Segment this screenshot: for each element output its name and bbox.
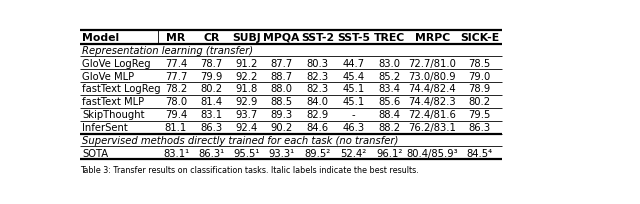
Text: 80.2: 80.2 [200,84,222,94]
Text: 93.7: 93.7 [236,110,257,120]
Text: 86.3¹: 86.3¹ [198,148,224,158]
Text: 83.1: 83.1 [200,110,222,120]
Text: fastText MLP: fastText MLP [83,97,145,107]
Text: SUBJ: SUBJ [232,33,260,43]
Text: 78.5: 78.5 [468,58,491,68]
Text: 78.7: 78.7 [200,58,222,68]
Text: 45.1: 45.1 [342,97,365,107]
Text: -: - [352,110,355,120]
Text: 85.2: 85.2 [378,71,401,81]
Text: 78.2: 78.2 [165,84,187,94]
Text: 86.3: 86.3 [468,123,491,133]
Text: 83.1¹: 83.1¹ [163,148,189,158]
Text: 88.7: 88.7 [271,71,292,81]
Text: GloVe LogReg: GloVe LogReg [83,58,151,68]
Text: 80.4/85.9³: 80.4/85.9³ [406,148,458,158]
Text: 89.5²: 89.5² [304,148,330,158]
Text: 79.0: 79.0 [468,71,491,81]
Text: 84.5⁴: 84.5⁴ [467,148,493,158]
Text: 79.9: 79.9 [200,71,222,81]
Text: MR: MR [166,33,186,43]
Text: 80.3: 80.3 [307,58,328,68]
Text: 45.4: 45.4 [342,71,365,81]
Text: 96.1²: 96.1² [376,148,403,158]
Text: 91.8: 91.8 [236,84,257,94]
Text: SST-2: SST-2 [301,33,334,43]
Text: 81.1: 81.1 [165,123,187,133]
Text: CR: CR [203,33,220,43]
Text: 80.2: 80.2 [468,97,491,107]
Text: 78.9: 78.9 [468,84,491,94]
Text: 92.4: 92.4 [236,123,257,133]
Text: SICK-E: SICK-E [460,33,499,43]
Text: InferSent: InferSent [83,123,128,133]
Text: 82.3: 82.3 [307,71,328,81]
Text: 81.4: 81.4 [200,97,222,107]
Text: 88.5: 88.5 [271,97,292,107]
Text: 83.4: 83.4 [378,84,400,94]
Text: 91.2: 91.2 [236,58,257,68]
Text: Supervised methods directly trained for each task (no transfer): Supervised methods directly trained for … [83,135,399,145]
Text: 90.2: 90.2 [271,123,292,133]
Text: 74.4/82.3: 74.4/82.3 [408,97,456,107]
Text: 52.4²: 52.4² [340,148,367,158]
Text: Model: Model [83,33,120,43]
Text: 93.3¹: 93.3¹ [269,148,294,158]
Text: 74.4/82.4: 74.4/82.4 [408,84,456,94]
Text: 76.2/83.1: 76.2/83.1 [408,123,456,133]
Text: 87.7: 87.7 [271,58,292,68]
Text: 45.1: 45.1 [342,84,365,94]
Text: 92.9: 92.9 [236,97,257,107]
Text: 79.5: 79.5 [468,110,491,120]
Text: 86.3: 86.3 [200,123,222,133]
Text: SkipThought: SkipThought [83,110,145,120]
Text: 79.4: 79.4 [165,110,187,120]
Text: Representation learning (transfer): Representation learning (transfer) [83,46,253,56]
Text: 72.4/81.6: 72.4/81.6 [408,110,456,120]
Text: 92.2: 92.2 [236,71,257,81]
Text: Table 3: Transfer results on classification tasks. Italic labels indicate the be: Table 3: Transfer results on classificat… [80,165,419,174]
Text: SOTA: SOTA [83,148,109,158]
Text: GloVe MLP: GloVe MLP [83,71,134,81]
Text: 89.3: 89.3 [271,110,292,120]
Text: MPQA: MPQA [264,33,300,43]
Text: 84.6: 84.6 [307,123,328,133]
Text: 77.7: 77.7 [164,71,187,81]
Text: 46.3: 46.3 [342,123,365,133]
Text: 82.3: 82.3 [307,84,328,94]
Text: 88.0: 88.0 [271,84,292,94]
Text: 77.4: 77.4 [165,58,187,68]
Text: 73.0/80.9: 73.0/80.9 [408,71,456,81]
Text: MRPC: MRPC [415,33,450,43]
Text: fastText LogReg: fastText LogReg [83,84,161,94]
Text: 72.7/81.0: 72.7/81.0 [408,58,456,68]
Text: 88.2: 88.2 [378,123,400,133]
Text: 84.0: 84.0 [307,97,328,107]
Text: 82.9: 82.9 [306,110,328,120]
Text: 78.0: 78.0 [165,97,187,107]
Text: 44.7: 44.7 [342,58,365,68]
Text: TREC: TREC [374,33,405,43]
Text: 95.5¹: 95.5¹ [233,148,260,158]
Text: 83.0: 83.0 [378,58,400,68]
Text: 88.4: 88.4 [378,110,400,120]
Text: 85.6: 85.6 [378,97,401,107]
Text: SST-5: SST-5 [337,33,370,43]
